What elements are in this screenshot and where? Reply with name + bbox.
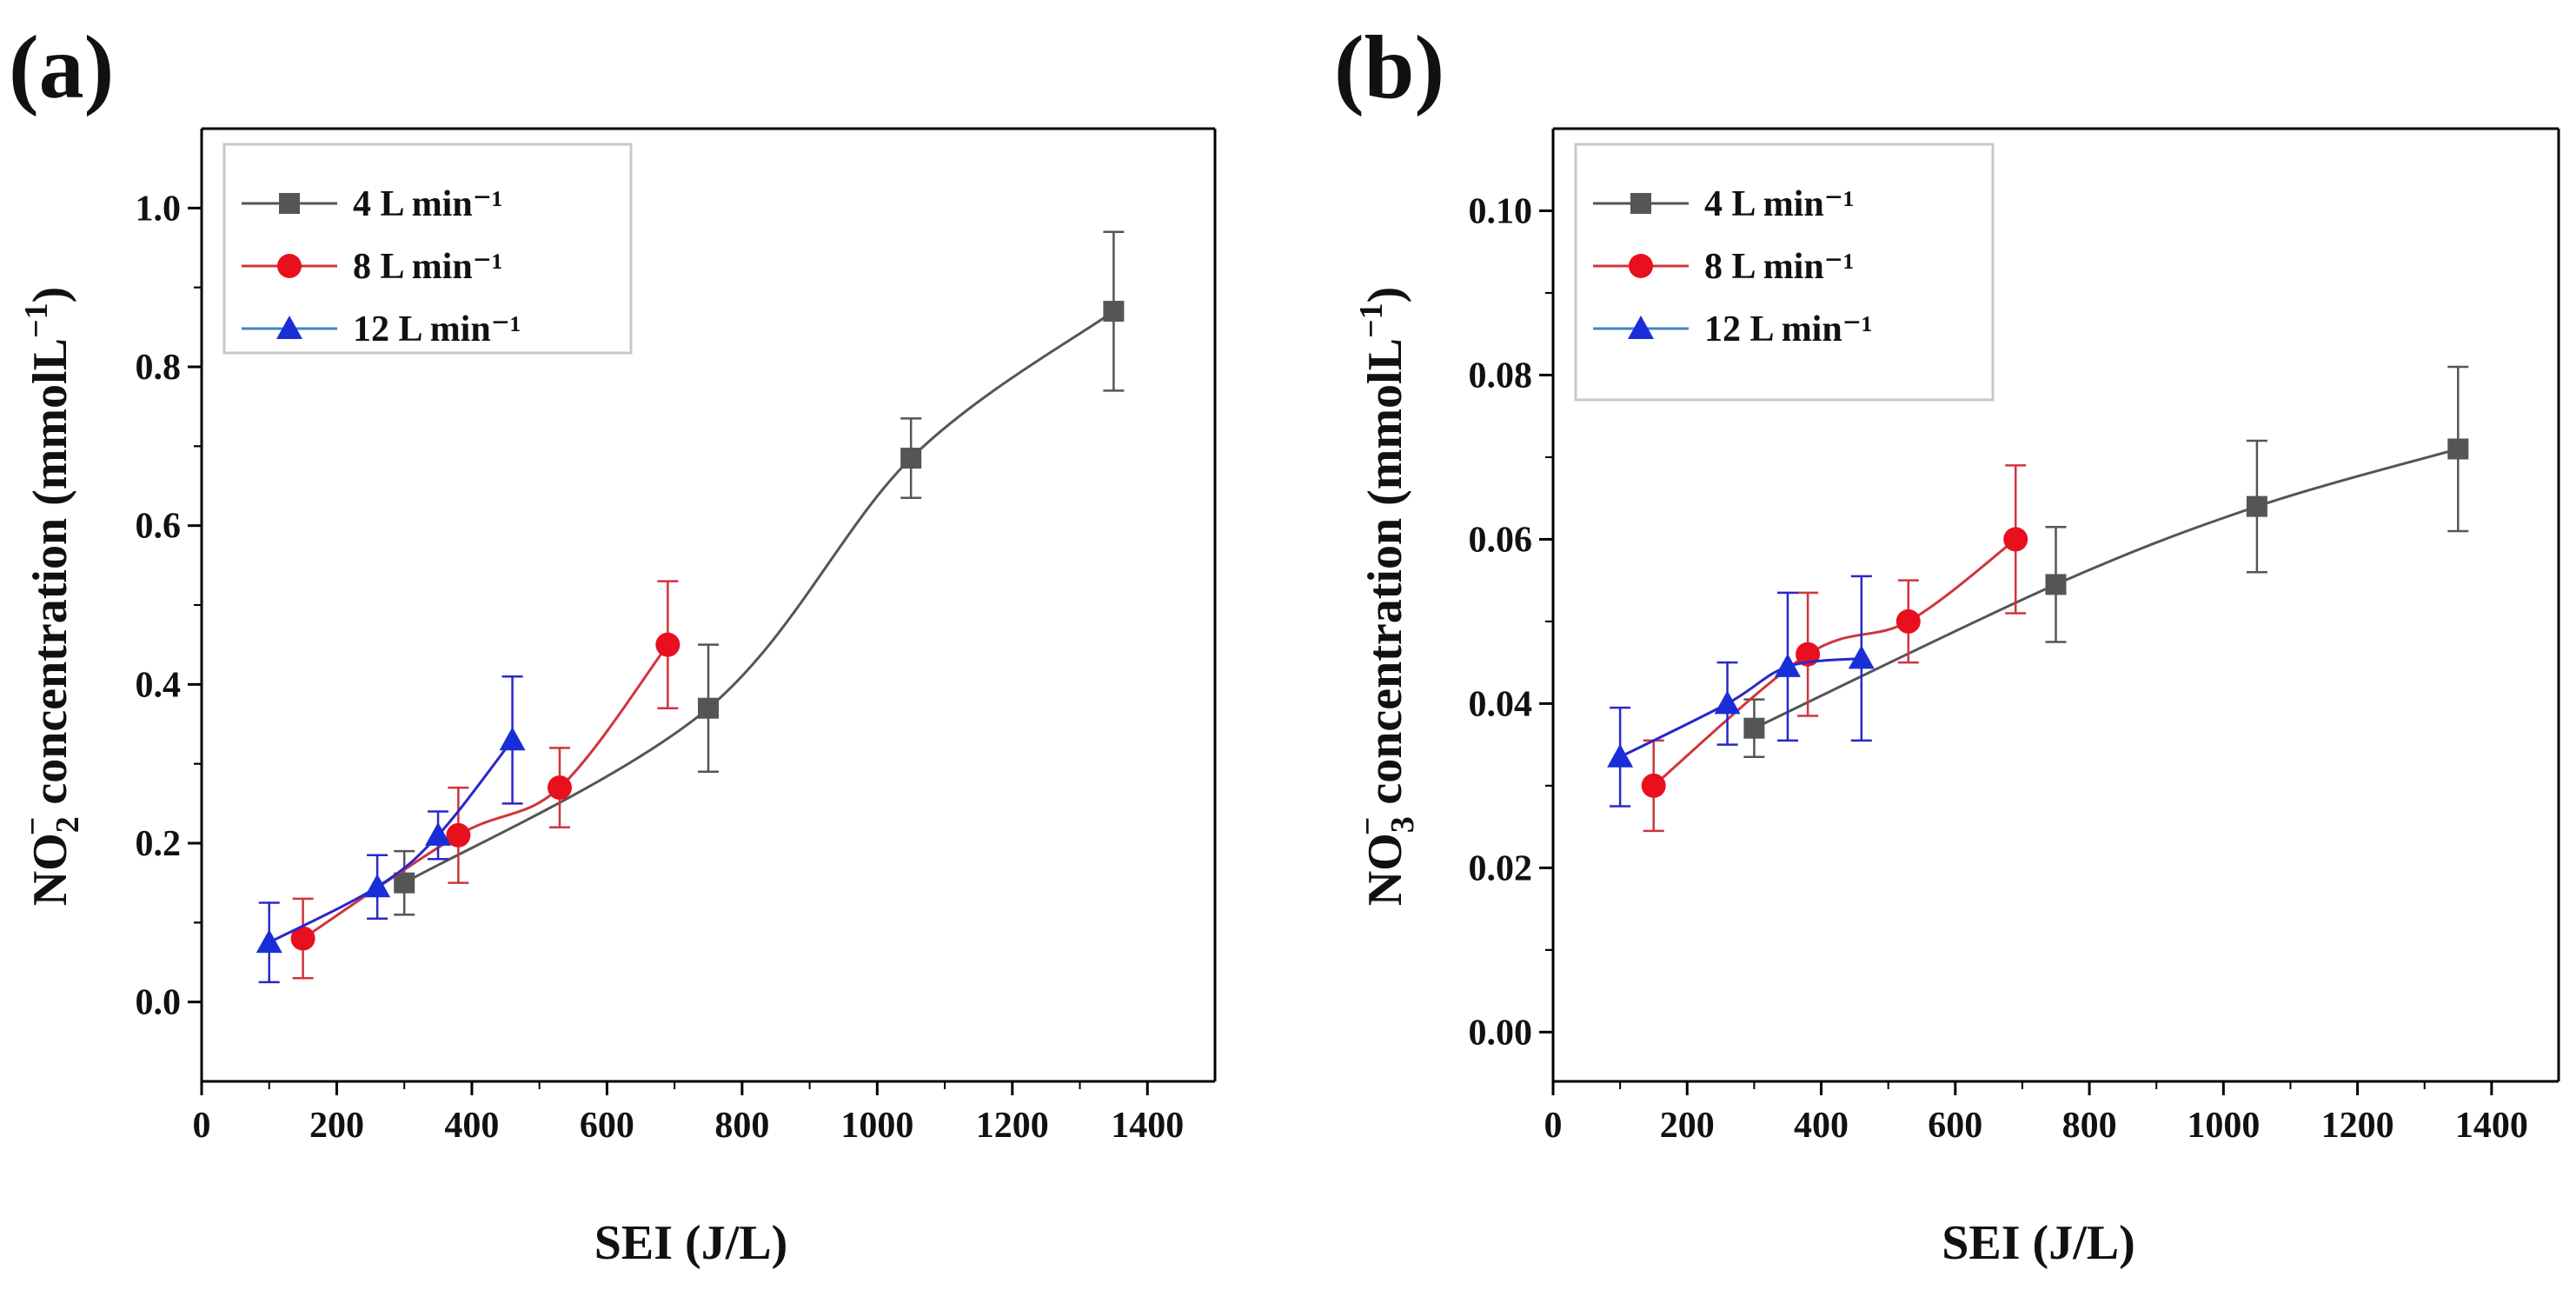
y-tick-label: 0.00 [1469,1013,1533,1053]
series-line [403,309,1115,884]
x-tick-label: 400 [1794,1106,1849,1146]
x-axis-title: SEI (J/L) [1942,1216,2135,1270]
data-point [2246,495,2267,517]
y-tick-label: 0.8 [136,348,182,388]
y-axis-title: NO3− concentration (mmolL−1) [1350,287,1421,907]
y-axis-title-part: concentration (mmolL [23,338,77,817]
y-tick-label: 0.4 [136,665,182,705]
legend-marker [1628,316,1654,339]
y-axis-title-part: NO [23,833,77,906]
x-tick-label: 0 [1544,1106,1563,1146]
data-point [1641,773,1666,798]
y-axis-title-subscript: 2 [50,816,86,833]
legend-label: 4 L min⁻¹ [353,184,502,224]
x-tick-label: 1200 [976,1106,1049,1146]
y-tick-label: 0.2 [136,824,182,864]
y-tick-label: 0.02 [1469,848,1533,888]
data-point [900,448,922,469]
x-tick-label: 1000 [2187,1106,2260,1146]
legend-label: 4 L min⁻¹ [1704,184,1854,224]
x-tick-label: 1400 [1111,1106,1184,1146]
series-line [1652,538,2017,788]
legend: 4 L min⁻¹ 8 L min⁻¹ 12 L min⁻¹ [222,143,633,355]
data-point [1743,717,1765,739]
y-axis-title-subscript: 3 [1384,816,1421,833]
data-point [364,874,391,898]
legend-marker [1630,193,1651,214]
legend-label: 12 L min⁻¹ [1704,309,1872,349]
y-axis-title-superscript: −1 [1353,303,1390,338]
x-tick-label: 0 [193,1106,211,1146]
data-point [2003,527,2028,552]
series-line [302,643,669,940]
data-point [1103,301,1125,322]
data-point [2447,438,2469,460]
x-tick-label: 1200 [2321,1106,2394,1146]
data-point [256,929,282,954]
series-triangle [1607,575,1875,808]
legend-label: 12 L min⁻¹ [353,309,521,349]
legend-label: 8 L min⁻¹ [353,247,502,287]
data-point [290,926,315,951]
data-point [499,727,526,751]
series-line [1619,656,1862,759]
panel-label: (a) [9,17,114,117]
x-tick-label: 200 [309,1106,364,1146]
x-tick-label: 400 [444,1106,499,1146]
data-point [446,822,471,848]
y-tick-label: 0.08 [1469,356,1533,396]
series-square [394,230,1125,916]
panel-label: (b) [1334,17,1444,117]
panel-b: (b) 0 200 400 600 800 1000 1200 1400 0.00 0.02 0.04… [1334,17,2560,1270]
x-tick-label: 800 [714,1106,769,1146]
y-axis-title-superscript: −1 [18,303,55,338]
y-tick-label: 0.10 [1469,191,1533,231]
x-tick-label: 600 [1928,1106,1982,1146]
series-triangle [256,675,526,984]
data-point [1607,743,1634,768]
y-axis-title-superscript: − [1350,817,1386,836]
legend-label: 8 L min⁻¹ [1704,247,1854,287]
y-axis-title-part: ) [1358,287,1412,303]
series-square [1743,365,2469,759]
data-point [1714,690,1741,715]
series-line [269,739,514,944]
data-point [1895,608,1921,634]
y-tick-label: 0.6 [136,507,182,547]
y-tick-label: 1.0 [136,189,182,229]
panel-a: (a) 0 200 400 600 800 1000 1200 1400 0.0 0.2 0.4 0.6… [9,17,1217,1270]
data-point [425,821,452,846]
x-tick-label: 1000 [840,1106,913,1146]
x-tick-label: 800 [2062,1106,2117,1146]
x-axis-title: SEI (J/L) [594,1216,788,1270]
data-point [698,697,719,719]
y-axis-title: NO2− concentration (mmolL−1) [15,287,86,907]
x-tick-label: 200 [1660,1106,1715,1146]
series-circle [1641,464,2028,833]
data-point [1848,645,1875,669]
y-axis-title-superscript: − [15,817,51,836]
legend: 4 L min⁻¹ 8 L min⁻¹ 12 L min⁻¹ [1574,143,1995,402]
x-tick-label: 1400 [2455,1106,2528,1146]
data-point [655,632,681,657]
x-tick-label: 600 [580,1106,634,1146]
data-point [1774,653,1801,677]
series-circle [290,580,681,980]
legend-marker [276,316,302,339]
data-point [547,775,572,801]
y-tick-label: 0.04 [1469,684,1533,724]
legend-marker [277,254,302,278]
y-tick-label: 0.06 [1469,520,1533,560]
legend-marker [1629,254,1653,278]
y-axis-title-part: ) [23,287,77,303]
y-axis-title-part: NO [1358,833,1412,906]
series-line [1753,448,2459,730]
y-axis-title-part: concentration (mmolL [1358,338,1412,817]
legend-box [222,143,633,355]
plot-frame [1551,127,2560,1083]
data-point [2045,574,2067,595]
y-tick-label: 0.0 [136,983,182,1023]
legend-marker [279,193,300,214]
